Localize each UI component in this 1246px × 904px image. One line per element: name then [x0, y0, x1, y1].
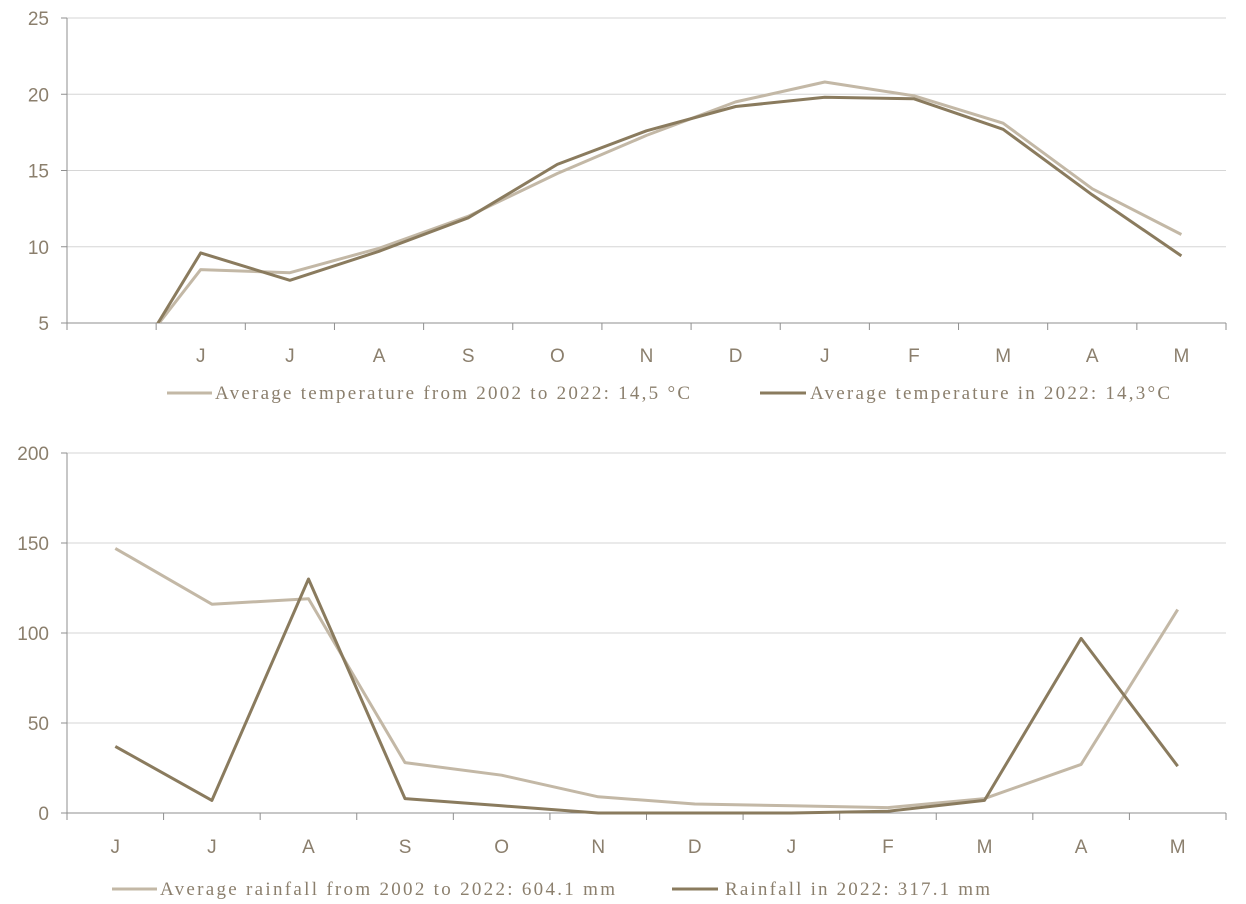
- temperature-x-tick-label: M: [1174, 346, 1190, 367]
- legend-label-average-temperature: Average temperature from 2002 to 2022: 1…: [215, 383, 690, 404]
- rainfall-x-tick-label: J: [787, 837, 797, 858]
- temperature-y-tick-label: 20: [28, 85, 49, 106]
- rainfall-x-tick-label: S: [399, 837, 412, 858]
- rainfall-x-tick-label: A: [1075, 837, 1088, 858]
- rainfall-x-tick-label: O: [494, 837, 509, 858]
- temperature-x-tick-label: J: [820, 346, 830, 367]
- rainfall-legend: Average rainfall from 2002 to 2022: 604.…: [112, 879, 990, 900]
- rainfall-x-tick-label: N: [591, 837, 605, 858]
- rainfall-line-average: [114, 547, 1179, 810]
- rainfall-series: [114, 547, 1179, 815]
- temperature-x-tick-label: A: [1086, 346, 1099, 367]
- rainfall-tick-labels: 0 50 100 150 200 J J A S O N D J F M A M: [17, 444, 1185, 858]
- rainfall-gridlines: [67, 452, 1226, 724]
- rainfall-x-tick-label: D: [688, 837, 702, 858]
- temperature-legend: Average temperature from 2002 to 2022: 1…: [167, 383, 1170, 404]
- rainfall-y-tick-label: 100: [17, 624, 49, 645]
- rainfall-x-tick-label: A: [302, 837, 315, 858]
- temperature-x-tick-label: M: [995, 346, 1011, 367]
- temperature-y-tick-label: 15: [28, 162, 49, 183]
- rainfall-x-tick-label: J: [207, 837, 217, 858]
- rainfall-chart: 0 50 100 150 200 J J A S O N D J F M A M Average rainfal…: [17, 444, 1227, 900]
- legend-label-average-rainfall: Average rainfall from 2002 to 2022: 604.…: [160, 879, 615, 900]
- rainfall-x-tick-label: F: [882, 837, 894, 858]
- temperature-y-tick-label: 5: [38, 314, 49, 335]
- rainfall-y-tick-label: 200: [17, 444, 49, 465]
- temperature-y-tick-label: 10: [28, 238, 49, 259]
- rainfall-axes: [61, 452, 1227, 820]
- temperature-x-tick-label: S: [462, 346, 475, 367]
- rainfall-line-2022: [114, 577, 1179, 815]
- temperature-tick-labels: 5 10 15 20 25 J J A S O N D J F M A M: [28, 9, 1189, 367]
- temperature-line-average: [157, 80, 1183, 323]
- legend-label-rainfall-2022: Rainfall in 2022: 317.1 mm: [725, 879, 990, 900]
- temperature-x-tick-label: N: [640, 346, 654, 367]
- rainfall-x-tick-label: M: [1170, 837, 1186, 858]
- rainfall-y-tick-label: 150: [17, 534, 49, 555]
- temperature-x-tick-label: O: [550, 346, 565, 367]
- temperature-y-tick-label: 25: [28, 9, 49, 30]
- rainfall-x-tick-label: J: [111, 837, 121, 858]
- temperature-gridlines: [67, 17, 1226, 248]
- temperature-series: [156, 80, 1183, 323]
- temperature-x-tick-label: F: [908, 346, 920, 367]
- temperature-chart: 5 10 15 20 25 J J A S O N D J F M A M Average temperatur…: [28, 9, 1227, 404]
- rainfall-x-tick-label: M: [977, 837, 993, 858]
- temperature-line-2022: [156, 95, 1183, 323]
- temperature-x-tick-label: J: [285, 346, 295, 367]
- rainfall-y-tick-label: 0: [38, 804, 49, 825]
- temperature-x-tick-label: D: [729, 346, 743, 367]
- rainfall-y-tick-label: 50: [28, 714, 49, 735]
- temperature-x-tick-label: J: [196, 346, 206, 367]
- temperature-x-tick-label: A: [373, 346, 386, 367]
- legend-label-temperature-2022: Average temperature in 2022: 14,3°C: [810, 383, 1170, 404]
- temperature-axes: [61, 17, 1227, 330]
